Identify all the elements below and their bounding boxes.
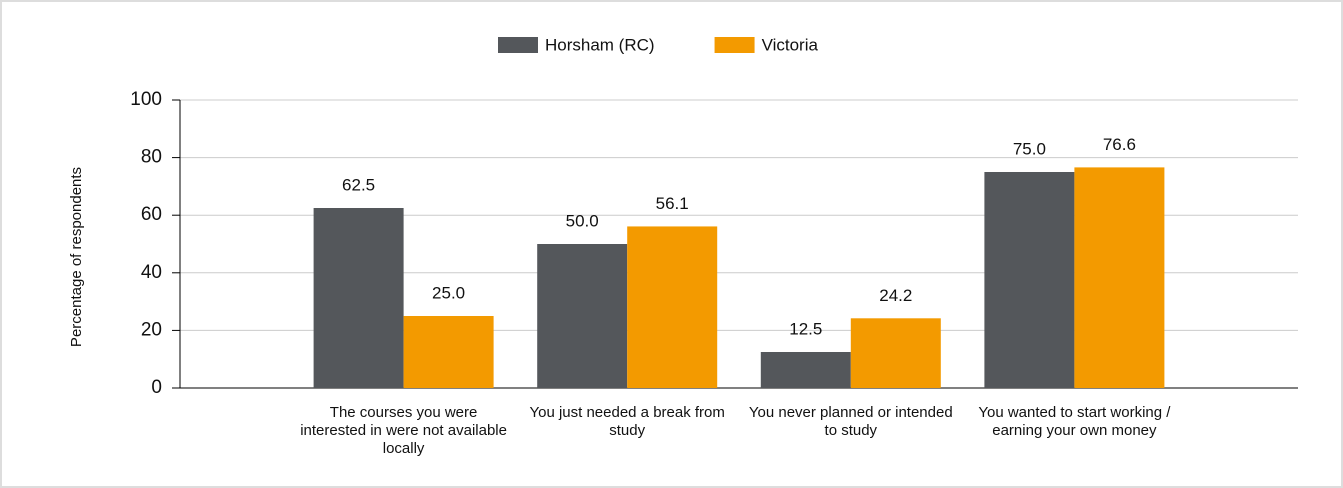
legend-label: Victoria	[762, 35, 819, 54]
bar	[760, 352, 851, 388]
bar	[627, 226, 718, 388]
bar	[537, 244, 628, 388]
bar	[403, 316, 494, 388]
x-tick-label: You just needed a break from study	[529, 404, 725, 439]
value-label: 56.1	[656, 194, 689, 213]
y-tick-label: 80	[141, 147, 162, 168]
y-axis-title: Percentage of respondents	[68, 167, 85, 347]
value-label: 50.0	[566, 211, 599, 230]
bar	[984, 172, 1075, 388]
x-tick-label: You wanted to start working / earning yo…	[978, 404, 1171, 439]
y-tick-label: 20	[141, 319, 162, 340]
value-label: 76.6	[1103, 135, 1136, 154]
value-label: 12.5	[789, 319, 822, 338]
legend-swatch	[714, 37, 755, 53]
bar	[1074, 167, 1165, 388]
y-tick-label: 60	[141, 204, 162, 225]
value-label: 25.0	[432, 283, 465, 302]
x-tick-label: You never planned or intended to study	[748, 404, 953, 439]
bar	[850, 318, 941, 388]
x-tick-label: The courses you were interested in were …	[300, 404, 507, 457]
legend-label: Horsham (RC)	[545, 35, 655, 54]
legend-swatch	[498, 37, 538, 53]
value-label: 24.2	[879, 286, 912, 305]
value-label: 62.5	[342, 175, 375, 194]
y-tick-label: 0	[151, 377, 162, 398]
bar	[313, 208, 404, 388]
y-tick-label: 40	[141, 262, 162, 283]
y-tick-label: 100	[130, 89, 162, 110]
value-label: 75.0	[1013, 139, 1046, 158]
